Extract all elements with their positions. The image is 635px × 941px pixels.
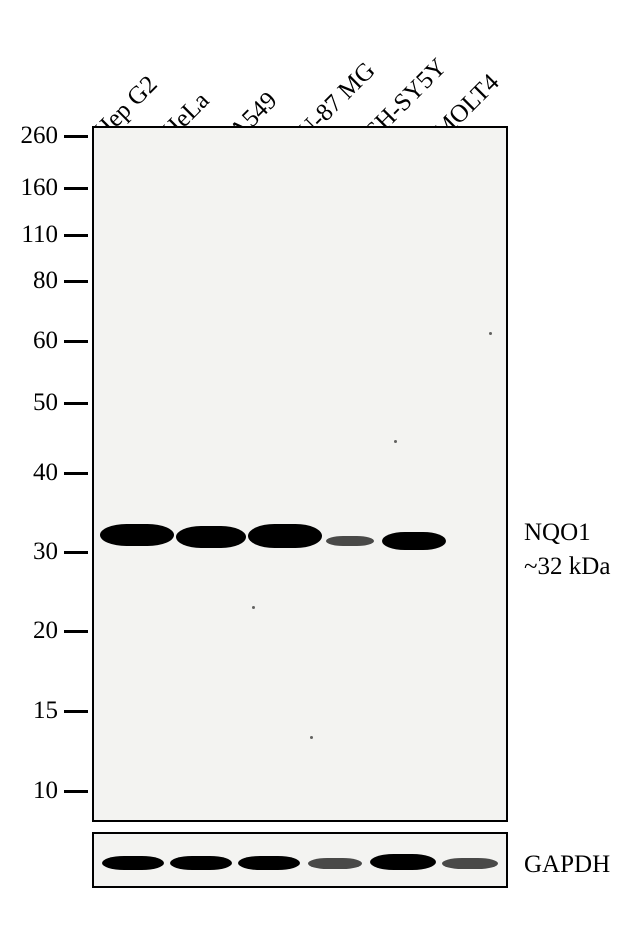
mw-label: 260	[10, 122, 58, 150]
band	[442, 858, 498, 869]
band	[100, 524, 174, 546]
mw-tick	[64, 187, 88, 190]
band	[102, 856, 164, 870]
band	[238, 856, 300, 870]
mw-label: 50	[10, 389, 58, 417]
mw-label: 40	[10, 459, 58, 487]
target-kda: ~32 kDa	[524, 553, 610, 580]
loading-blot	[92, 832, 508, 888]
mw-tick	[64, 551, 88, 554]
mw-label: 80	[10, 267, 58, 295]
mw-label: 30	[10, 538, 58, 566]
speck	[252, 606, 255, 609]
mw-tick	[64, 234, 88, 237]
mw-tick	[64, 402, 88, 405]
mw-label: 160	[10, 174, 58, 202]
mw-tick	[64, 472, 88, 475]
western-blot-figure: { "figure": { "width_px": 635, "height_p…	[0, 0, 635, 941]
band	[170, 856, 232, 870]
mw-label: 110	[10, 221, 58, 249]
speck	[394, 440, 397, 443]
mw-label: 15	[10, 697, 58, 725]
target-name: NQO1	[524, 519, 591, 546]
band	[176, 526, 246, 548]
band	[326, 536, 374, 546]
mw-tick	[64, 710, 88, 713]
mw-label: 60	[10, 327, 58, 355]
target-label: NQO1 ~32 kDa	[524, 516, 610, 584]
band	[308, 858, 362, 869]
mw-label: 20	[10, 617, 58, 645]
speck	[489, 332, 492, 335]
band	[382, 532, 446, 550]
mw-tick	[64, 135, 88, 138]
band	[248, 524, 322, 548]
loading-label: GAPDH	[524, 848, 610, 882]
mw-tick	[64, 790, 88, 793]
main-blot	[92, 126, 508, 822]
mw-tick	[64, 340, 88, 343]
band	[370, 854, 436, 870]
mw-tick	[64, 280, 88, 283]
mw-label: 10	[10, 777, 58, 805]
speck	[310, 736, 313, 739]
mw-tick	[64, 630, 88, 633]
